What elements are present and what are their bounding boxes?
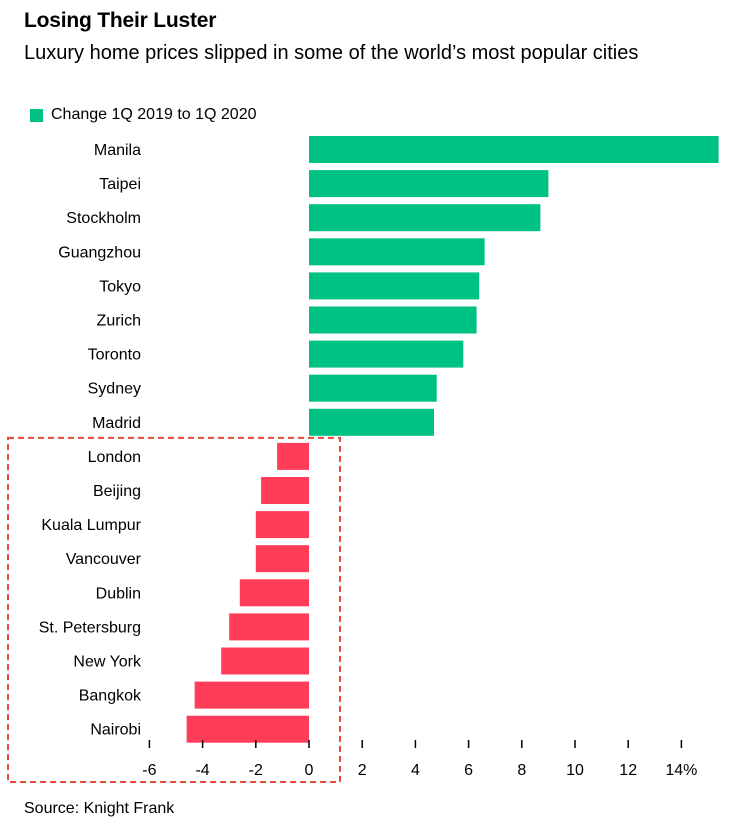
category-label: Zurich — [97, 313, 141, 330]
bar-taipei — [309, 170, 549, 198]
x-tick-label: -6 — [142, 762, 156, 779]
category-labels: Manila Taipei Stockholm Guangzhou Tokyo Zuric… — [39, 142, 142, 739]
x-tick-label: 8 — [517, 762, 526, 779]
x-tick-label: -2 — [249, 762, 263, 779]
category-label: New York — [73, 654, 142, 671]
bar-sydney — [309, 374, 437, 402]
bar-st-petersburg — [229, 613, 309, 641]
x-tick-label: 10 — [566, 762, 584, 779]
bar-stockholm — [309, 204, 541, 232]
bar-london — [277, 442, 309, 470]
legend: Change 1Q 2019 to 1Q 2020 — [30, 106, 257, 124]
category-label: London — [88, 449, 141, 466]
category-label: Beijing — [93, 483, 141, 500]
x-tick-label: -4 — [195, 762, 209, 779]
x-tick-label: 12 — [619, 762, 637, 779]
category-label: Taipei — [99, 176, 141, 193]
category-label: Stockholm — [66, 210, 141, 227]
bars-group — [186, 136, 719, 743]
bar-kuala-lumpur — [255, 511, 309, 539]
bar-beijing — [261, 477, 309, 504]
bar-guangzhou — [309, 238, 485, 266]
bar-zurich — [309, 306, 477, 334]
legend-swatch — [30, 108, 43, 122]
source-note: Source: Knight Frank — [24, 800, 175, 817]
category-label: Madrid — [92, 415, 141, 432]
category-label: Kuala Lumpur — [41, 517, 141, 534]
category-label: St. Petersburg — [39, 619, 141, 636]
category-label: Guangzhou — [58, 244, 141, 261]
bar-vancouver — [255, 545, 309, 573]
bar-nairobi — [186, 715, 309, 743]
category-label: Dublin — [96, 585, 141, 602]
x-axis: -6 -4 -2 0 2 4 6 8 10 12 14% — [142, 740, 697, 779]
bar-chart: Manila Taipei Stockholm Guangzhou Tokyo Zuric… — [7, 136, 719, 783]
highlight-box — [7, 436, 341, 783]
x-tick-label: 6 — [464, 762, 473, 779]
chart-subtitle: Luxury home prices slipped in some of th… — [24, 42, 639, 64]
bar-dublin — [239, 579, 309, 607]
category-label: Vancouver — [66, 551, 142, 568]
x-tick-label: 0 — [305, 762, 314, 779]
category-label: Sydney — [88, 381, 141, 398]
legend-label: Change 1Q 2019 to 1Q 2020 — [51, 106, 257, 123]
bar-toronto — [309, 340, 464, 368]
category-label: Manila — [94, 142, 141, 159]
bar-bangkok — [194, 681, 309, 709]
x-tick-label: 4 — [411, 762, 420, 779]
bar-new-york — [221, 647, 309, 675]
category-label: Nairobi — [90, 722, 141, 739]
category-label: Toronto — [88, 347, 141, 364]
category-label: Bangkok — [79, 688, 142, 705]
x-tick-label: 14% — [665, 762, 697, 779]
bar-manila — [309, 136, 719, 163]
bar-madrid — [309, 408, 434, 436]
chart-title: Losing Their Luster — [24, 9, 217, 32]
category-label: Tokyo — [99, 278, 141, 295]
bar-tokyo — [309, 272, 480, 300]
x-tick-label: 2 — [358, 762, 367, 779]
